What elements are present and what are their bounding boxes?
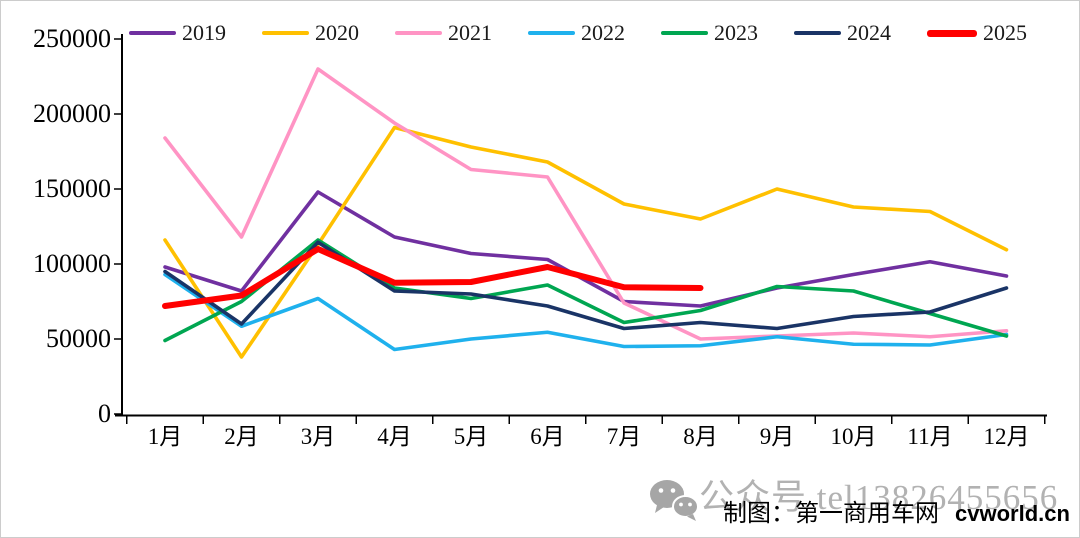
legend-marker-2025 <box>927 29 977 37</box>
x-tick-label-6月: 6月 <box>530 424 565 449</box>
series-line-2019 <box>163 190 1009 308</box>
legend-item-2019: 2019 <box>129 18 226 48</box>
series-line-2021 <box>163 67 1009 341</box>
x-tick-label-10月: 10月 <box>830 424 877 449</box>
legend-marker-2021 <box>395 31 442 35</box>
legend-marker-2019 <box>129 31 176 35</box>
legend-item-2020: 2020 <box>262 18 359 48</box>
credit-line: 制图：第一商用车网 cvworld.cn <box>723 493 1070 528</box>
x-tick-label-5月: 5月 <box>453 424 489 449</box>
legend-label-2023: 2023 <box>714 20 758 45</box>
y-tick-label-200000: 200000 <box>33 99 111 128</box>
legend-label-2019: 2019 <box>182 20 226 45</box>
y-tick-label-100000: 100000 <box>33 249 111 278</box>
x-tick-label-8月: 8月 <box>683 424 718 449</box>
legend-label-2022: 2022 <box>581 20 625 45</box>
legend-label-2020: 2020 <box>315 20 359 45</box>
y-tick-label-150000: 150000 <box>33 174 111 203</box>
legend-label-2024: 2024 <box>847 20 891 45</box>
series-line-2025 <box>162 246 704 309</box>
legend-marker-2024 <box>794 31 841 35</box>
legend-item-2023: 2023 <box>661 18 758 48</box>
legend-marker-2020 <box>262 31 309 35</box>
x-tick-label-11月: 11月 <box>907 424 953 449</box>
legend-marker-2023 <box>661 31 708 35</box>
legend-label-2021: 2021 <box>448 20 492 45</box>
series-line-2020 <box>163 125 1009 359</box>
credit-maker-text: 制图：第一商用车网 <box>723 501 939 527</box>
legend-item-2021: 2021 <box>395 18 492 48</box>
x-tick-label-12月: 12月 <box>983 424 1030 449</box>
x-tick-label-1月: 1月 <box>147 424 183 449</box>
x-tick-label-7月: 7月 <box>606 424 642 449</box>
legend-label-2025: 2025 <box>983 20 1027 45</box>
credit-site-text: cvworld.cn <box>955 501 1070 526</box>
x-tick-label-3月: 3月 <box>300 424 336 449</box>
legend-item-2024: 2024 <box>794 18 891 48</box>
x-tick-label-2月: 2月 <box>224 424 259 449</box>
legend-marker-2022 <box>528 31 575 35</box>
x-tick-label-9月: 9月 <box>759 424 795 449</box>
legend-item-2025: 2025 <box>927 18 1027 48</box>
y-tick-label-250000: 250000 <box>33 24 111 53</box>
x-tick-label-4月: 4月 <box>377 424 412 449</box>
wechat-icon <box>650 480 699 521</box>
y-tick-label-50000: 50000 <box>46 324 111 353</box>
legend-item-2022: 2022 <box>528 18 625 48</box>
series-line-2022 <box>163 272 1009 352</box>
series-line-2023 <box>163 238 1009 343</box>
watermark-text: 公众号 tel13826455656 <box>699 478 1059 517</box>
y-tick-label-0: 0 <box>98 399 111 428</box>
